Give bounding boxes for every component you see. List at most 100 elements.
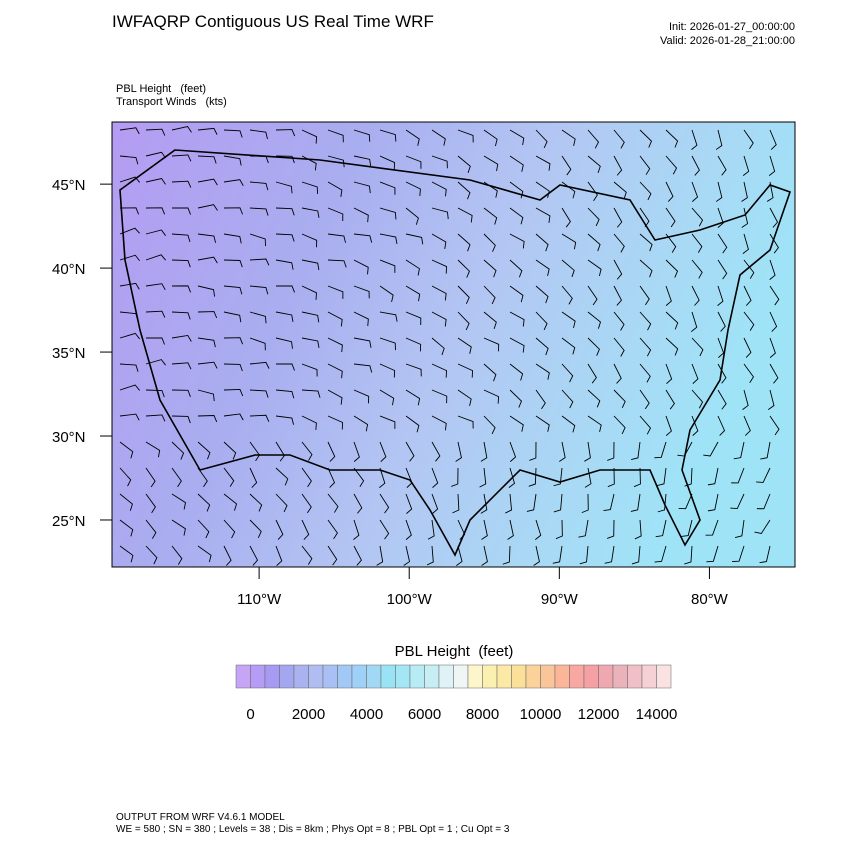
wind-barb — [353, 181, 371, 194]
wind-barb — [457, 259, 470, 278]
wind-barb — [509, 259, 523, 278]
wind-barb — [145, 337, 165, 345]
wind-barb — [509, 311, 525, 327]
wind-barb — [533, 545, 540, 566]
wind-barb — [119, 227, 140, 235]
wind-barb — [379, 259, 396, 273]
wind-barb — [249, 414, 270, 422]
wind-barb — [705, 519, 719, 536]
colorbar-swatch — [569, 664, 585, 689]
valid-time: Valid: 2026-01-28_21:00:00 — [660, 35, 795, 47]
wind-barb — [197, 493, 211, 512]
wind-barb — [249, 258, 270, 266]
wind-barb — [379, 155, 396, 170]
wind-barb — [584, 441, 591, 462]
wind-barb — [509, 207, 524, 225]
wind-barb — [655, 519, 667, 538]
wind-barb — [684, 467, 693, 487]
wind-barb — [535, 285, 549, 304]
wind-barb — [613, 363, 622, 384]
wind-barb — [715, 181, 723, 202]
colorbar-swatch — [293, 664, 309, 689]
wind-barb — [249, 361, 270, 369]
wind-barb — [741, 181, 748, 202]
wind-barb — [581, 493, 589, 514]
wind-barb — [481, 519, 488, 540]
colorbar-tick-label: 14000 — [636, 706, 678, 723]
wind-barb — [587, 415, 602, 432]
wind-barb — [405, 285, 421, 302]
wind-barb — [223, 285, 243, 295]
colorbar-swatch — [424, 664, 440, 689]
wind-barb — [405, 363, 422, 377]
colorbar-swatch — [656, 664, 672, 689]
wind-barb — [451, 467, 459, 487]
wind-barb — [275, 129, 296, 137]
wind-barb — [379, 467, 386, 488]
wind-barb — [145, 359, 166, 366]
wind-barb — [275, 415, 295, 425]
wind-barb — [639, 415, 652, 435]
wind-barb — [743, 285, 752, 306]
wind-barb — [654, 545, 667, 563]
wind-barb — [301, 415, 317, 430]
wind-barb — [717, 207, 724, 228]
colorbar-swatch — [496, 664, 512, 689]
wind-barb — [639, 285, 650, 306]
colorbar-swatch — [409, 664, 425, 689]
colorbar-swatch — [351, 664, 367, 689]
wind-barb — [249, 467, 258, 488]
wind-barb — [742, 389, 749, 410]
wind-barb — [665, 311, 679, 330]
wind-barb — [197, 178, 218, 186]
wind-barb — [197, 285, 216, 297]
wind-barb — [587, 311, 602, 329]
wind-barb — [509, 415, 524, 432]
wind-barb — [483, 181, 498, 198]
wind-barb — [301, 363, 318, 377]
wind-barb — [587, 259, 602, 277]
wind-barb — [379, 181, 396, 195]
wind-barb — [353, 129, 371, 142]
wind-barb — [665, 415, 672, 436]
wind-barb — [379, 363, 396, 378]
wind-barb — [275, 259, 294, 270]
wind-barb — [555, 519, 563, 540]
wind-barb — [630, 493, 641, 512]
wind-barb — [639, 311, 652, 331]
wind-barb — [353, 155, 372, 167]
wind-barb — [561, 207, 571, 228]
wind-barb — [613, 337, 625, 357]
wind-barb — [561, 337, 576, 355]
lat-label: 40°N — [52, 261, 86, 278]
wind-barb — [505, 493, 513, 514]
wind-barb — [249, 441, 260, 462]
wind-barb — [119, 441, 134, 459]
wind-barb — [301, 337, 320, 348]
wind-barb — [327, 285, 344, 299]
wind-barb — [301, 389, 321, 398]
wind-barb — [119, 467, 132, 487]
wind-barb — [353, 493, 363, 514]
wind-barb — [301, 311, 320, 323]
wind-barb — [119, 519, 134, 537]
wind-barb — [275, 493, 288, 513]
footer: WE = 580 ; SN = 380 ; Levels = 38 ; Dis … — [116, 824, 510, 835]
wind-barb — [197, 519, 210, 539]
wind-barb — [405, 519, 412, 540]
wind-barb — [301, 155, 317, 171]
wind-barb — [249, 519, 262, 538]
wind-barb — [223, 545, 232, 566]
wind-barb — [379, 129, 397, 142]
wind-barb — [613, 181, 627, 200]
colorbar-tick-label: 2000 — [292, 706, 325, 723]
wind-barb — [561, 155, 572, 176]
wind-barb — [483, 129, 498, 147]
colorbar-swatch — [467, 664, 483, 689]
wind-barb — [535, 259, 550, 276]
wind-barb — [717, 311, 726, 332]
wind-barb — [327, 129, 344, 143]
wind-barb — [561, 233, 577, 250]
wind-barb — [431, 363, 448, 378]
wind-barb — [587, 155, 601, 174]
